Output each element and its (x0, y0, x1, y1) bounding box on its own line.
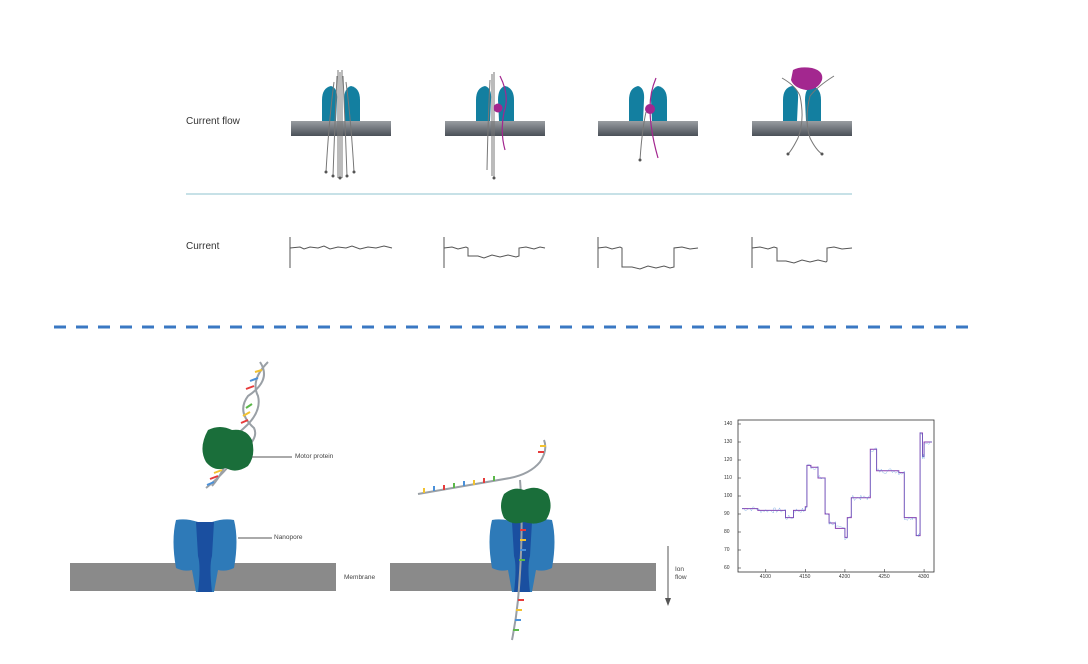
membrane-label: Membrane (344, 574, 376, 581)
pore-stage-open (291, 70, 391, 180)
pore-right-half (651, 86, 667, 121)
chart-tick-marks (738, 423, 925, 572)
current-flow-lines (325, 70, 355, 178)
ion-flow-label: Ion flow (675, 566, 693, 582)
current-trace-deep (597, 237, 699, 270)
current-flow-label: Current flow (186, 116, 240, 127)
current-label: Current (186, 241, 220, 252)
pore-left-half (476, 86, 492, 121)
nanopore-left (173, 519, 237, 592)
blocking-protein (791, 67, 823, 90)
current-flow-row (186, 67, 852, 195)
current-trace-row (289, 237, 853, 270)
y-tick-label: 60 (724, 565, 730, 571)
trace-noise (741, 431, 933, 541)
pore-right-half (344, 86, 360, 121)
pore-left-half (629, 86, 645, 121)
x-tick-label: 4100 (759, 574, 771, 580)
membrane-strip (752, 121, 852, 136)
pore-stage-analyte-entering (445, 72, 545, 180)
motor-protein-left (202, 427, 254, 471)
current-trace-chart (737, 419, 935, 573)
membrane-strip (291, 121, 391, 136)
current-trace-partial (443, 237, 546, 268)
pore-left-half (322, 86, 338, 121)
chart-frame (737, 419, 935, 573)
motor-protein-label: Motor protein (295, 453, 334, 460)
analyte-molecule (645, 104, 655, 114)
nanopore-right (489, 519, 555, 592)
membrane-strip (598, 121, 698, 136)
nanopore-label: Nanopore (274, 534, 303, 541)
y-tick-label: 70 (724, 547, 730, 553)
y-tick-label: 100 (724, 493, 733, 499)
pore-right-half (805, 86, 821, 121)
x-tick-label: 4250 (878, 574, 890, 580)
x-tick-label: 4300 (918, 574, 930, 580)
motor-protein-right (501, 487, 551, 524)
y-tick-label: 90 (724, 511, 730, 517)
pore-stage-analyte-blocking (752, 67, 852, 156)
y-tick-label: 110 (724, 475, 732, 481)
x-tick-label: 4150 (799, 574, 811, 580)
analyte-molecule (493, 103, 503, 113)
y-tick-label: 130 (724, 439, 733, 445)
membrane-strip (445, 121, 545, 136)
y-tick-label: 80 (724, 529, 730, 535)
ion-flow-label-line2: flow (675, 574, 687, 581)
y-tick-label: 120 (724, 457, 733, 463)
ion-flow-arrow (665, 546, 671, 606)
current-trace-open (289, 237, 393, 268)
ion-flow-label-line1: Ion (675, 566, 685, 573)
y-tick-label: 140 (724, 421, 733, 427)
x-tick-label: 4200 (838, 574, 851, 580)
pore-stage-analyte-inside (598, 77, 698, 162)
pore-left-half (783, 86, 799, 121)
current-trace-blocking (751, 237, 853, 268)
